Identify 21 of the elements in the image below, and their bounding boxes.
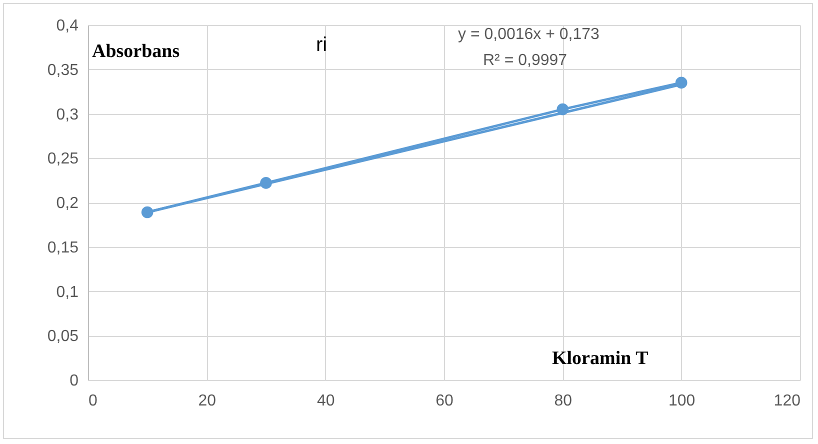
y-tick-label: 0,05 <box>47 328 79 346</box>
y-axis-title: Absorbans <box>92 41 180 62</box>
y-tick-label: 0,15 <box>47 239 79 256</box>
y-tick-label: 0 <box>70 372 79 390</box>
y-tick-label: 0,25 <box>47 150 79 168</box>
y-tick-label: 0,3 <box>56 106 79 124</box>
annotation: y = 0,0016x + 0,173 <box>458 26 600 43</box>
x-tick-label: 20 <box>198 392 216 410</box>
y-tick-label: 0,4 <box>56 18 79 34</box>
x-tick-label: 60 <box>436 392 454 410</box>
x-tick-label: 0 <box>88 392 98 410</box>
x-tick-label: 40 <box>316 392 335 410</box>
x-tick-label: 80 <box>554 392 572 410</box>
x-axis-title: Kloramin T <box>552 348 649 369</box>
y-tick-label: 0,1 <box>56 284 79 301</box>
annotation: R² = 0,9997 <box>483 52 568 69</box>
annotation: ri <box>316 34 328 56</box>
x-tick-label: 120 <box>774 392 801 410</box>
y-tick-label: 0,35 <box>47 62 79 79</box>
y-tick-label: 0,2 <box>56 195 79 212</box>
x-tick-label: 100 <box>668 392 696 410</box>
